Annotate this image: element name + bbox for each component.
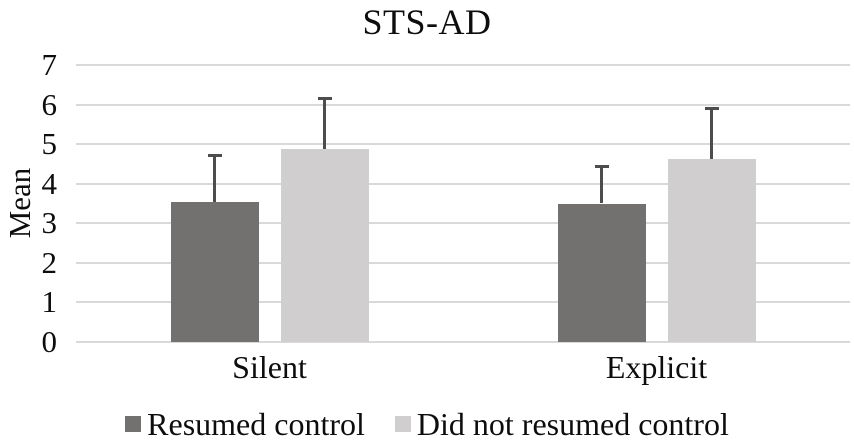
gridline xyxy=(76,103,850,106)
bar xyxy=(667,159,756,342)
gridline xyxy=(76,64,850,66)
gridline xyxy=(76,143,850,146)
x-category-label: Silent xyxy=(232,349,307,385)
y-tick-label: 6 xyxy=(41,86,58,122)
error-bar xyxy=(323,96,326,149)
legend-label: Did not resumed control xyxy=(416,406,729,442)
legend: Resumed control Did not resumed control xyxy=(0,407,854,441)
gridline xyxy=(76,301,850,304)
legend-item: Did not resumed control xyxy=(394,406,729,442)
gridline xyxy=(76,261,850,264)
legend-swatch-icon xyxy=(125,416,142,432)
error-bar-cap xyxy=(704,106,719,110)
error-bar xyxy=(710,106,713,160)
chart-title: STS-AD xyxy=(362,2,492,42)
gridline xyxy=(76,341,850,343)
bar xyxy=(280,148,369,342)
gridline xyxy=(76,182,850,185)
x-category-label: Explicit xyxy=(605,349,708,385)
legend-swatch-icon xyxy=(394,416,411,432)
legend-label: Resumed control xyxy=(147,406,365,442)
y-tick-label: 1 xyxy=(41,284,58,320)
gridline xyxy=(76,222,850,225)
bar xyxy=(170,201,259,342)
bar xyxy=(557,203,646,342)
error-bar-cap xyxy=(594,165,609,169)
y-tick-label: 4 xyxy=(41,165,58,201)
error-bar xyxy=(600,165,603,204)
y-tick-label: 5 xyxy=(41,126,58,162)
y-tick-label: 3 xyxy=(41,205,58,241)
error-bar xyxy=(213,154,216,202)
legend-item: Resumed control xyxy=(125,407,365,441)
y-tick-label: 0 xyxy=(41,324,58,359)
y-tick-label: 7 xyxy=(41,47,58,82)
error-bar-cap xyxy=(317,96,332,100)
error-bar-cap xyxy=(207,154,222,158)
y-tick-label: 2 xyxy=(41,244,58,280)
